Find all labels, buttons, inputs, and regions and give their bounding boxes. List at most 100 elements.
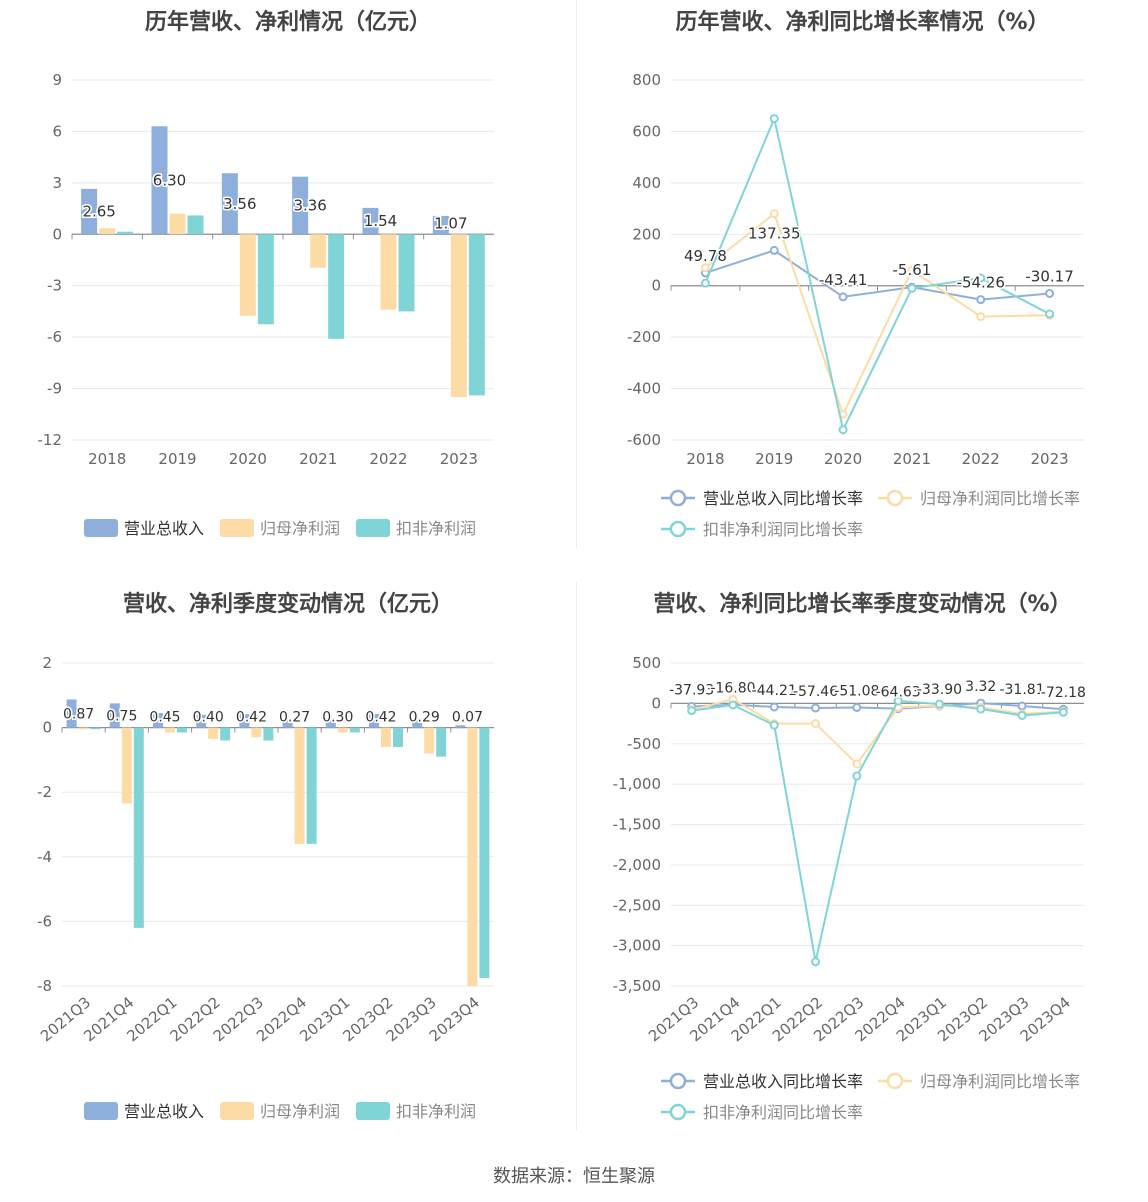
- series-point-2: [1058, 707, 1068, 717]
- legend-label: 归母净利润同比增长率: [920, 1072, 1080, 1091]
- bar-parent-profit: [165, 727, 175, 733]
- growth-data-label: -64.63: [876, 685, 921, 701]
- legend-marker: [669, 489, 687, 507]
- series-point-2: [838, 425, 848, 435]
- growth-data-label: -30.17: [1025, 267, 1073, 285]
- series-point-2: [769, 114, 779, 124]
- bar-nonrecurring-profit: [479, 727, 490, 978]
- series-point-1: [907, 265, 917, 275]
- bar-revenue: [109, 703, 120, 728]
- bar-nonrecurring-profit: [393, 727, 403, 747]
- x-tick-label: 2020: [229, 450, 267, 468]
- y-tick-label: 500: [632, 654, 661, 672]
- series-point-2: [811, 957, 821, 967]
- bar-nonrecurring-profit: [468, 234, 485, 396]
- series-line-2: [691, 699, 1064, 962]
- series-point-2: [1045, 309, 1055, 319]
- bar-revenue: [362, 207, 379, 235]
- series-point-0: [769, 702, 779, 712]
- revenue-data-label: 0.87: [63, 707, 94, 723]
- bar-nonrecurring-profit: [436, 727, 447, 757]
- bar-revenue: [432, 215, 449, 235]
- bar-revenue: [292, 176, 309, 235]
- series-point-0: [1045, 288, 1055, 298]
- y-tick-label: -600: [627, 431, 661, 449]
- growth-data-label: -57.46: [793, 684, 838, 700]
- legend-marker: [886, 489, 904, 507]
- bar-revenue: [153, 713, 163, 728]
- legend-label: 营业总收入同比增长率: [703, 1072, 863, 1091]
- growth-data-label: -33.90: [917, 682, 962, 698]
- growth-data-label: -16.80: [710, 681, 755, 697]
- series-point-1: [769, 209, 779, 219]
- bar-parent-profit: [169, 213, 186, 235]
- bar-revenue: [151, 126, 168, 235]
- quarterly-growth-title: 营收、净利同比增长率季度变动情况（%）: [653, 592, 1072, 617]
- legend-label: 归母净利润: [260, 1102, 340, 1121]
- series-point-2: [893, 696, 903, 706]
- annual-amount-chart: 9 6 3 0 -3 -6 -9 -12 2018 2019 2020 2021 2022 2023 2.6…: [38, 71, 494, 538]
- growth-data-label: -51.08: [834, 683, 879, 699]
- revenue-data-label: 0.42: [236, 710, 267, 726]
- growth-data-label: -54.26: [957, 274, 1005, 292]
- bar-parent-profit: [294, 727, 305, 844]
- bar-parent-profit: [239, 234, 256, 316]
- bar-revenue: [325, 717, 336, 728]
- legend-label: 营业总收入同比增长率: [703, 489, 863, 508]
- bar-parent-profit: [99, 228, 116, 235]
- x-tick-label: 2019: [158, 450, 196, 468]
- y-tick-label: 2: [42, 654, 52, 672]
- x-tick-label: 2021: [299, 450, 337, 468]
- series-point-0: [838, 292, 848, 302]
- bar-parent-profit: [208, 727, 219, 739]
- y-tick-label: 3: [52, 174, 62, 192]
- revenue-data-label: 1.54: [364, 212, 397, 230]
- y-tick-label: -200: [627, 328, 661, 346]
- series-point-2: [907, 283, 917, 293]
- y-tick-label: -4: [37, 848, 52, 866]
- revenue-data-label: 0.29: [409, 710, 440, 726]
- y-tick-label: -2: [37, 783, 52, 801]
- annual-growth-panel: 历年营收、净利同比增长率情况（%） 800 600 400 200 0 -200 -400 -…: [577, 0, 1148, 560]
- bar-parent-profit: [381, 727, 391, 747]
- growth-data-label: -5.61: [893, 261, 932, 279]
- series-point-2: [852, 771, 862, 781]
- revenue-data-label: 0.07: [452, 710, 483, 726]
- y-tick-label: -400: [627, 380, 661, 398]
- bar-nonrecurring-profit: [257, 234, 274, 325]
- legend-label: 扣非净利润: [396, 1102, 476, 1121]
- y-tick-label: 6: [52, 122, 62, 140]
- growth-data-label: 137.35: [748, 224, 801, 242]
- y-tick-label: -3: [47, 277, 62, 295]
- y-tick-label: -12: [38, 431, 63, 449]
- x-tick-label: 2023: [1030, 450, 1068, 468]
- revenue-data-label: 6.30: [153, 171, 186, 189]
- bar-nonrecurring-profit: [187, 215, 204, 235]
- bar-parent-profit: [251, 727, 262, 738]
- x-tick-label: 2019: [755, 450, 793, 468]
- revenue-data-label: 0.40: [193, 710, 224, 726]
- bar-parent-profit: [450, 234, 467, 398]
- bar-revenue: [66, 699, 77, 728]
- revenue-data-label: 0.30: [322, 710, 353, 726]
- series-point-1: [852, 759, 862, 769]
- bar-revenue: [369, 714, 379, 728]
- y-tick-label: -9: [47, 380, 62, 398]
- series-point-2: [976, 704, 986, 714]
- series-line-0: [691, 702, 1064, 711]
- y-tick-label: -6: [37, 912, 52, 930]
- y-tick-label: 200: [632, 225, 661, 243]
- bar-revenue: [282, 718, 293, 728]
- revenue-data-label: 3.56: [223, 195, 256, 213]
- growth-data-label: -37.93: [669, 682, 714, 698]
- bar-revenue: [239, 714, 250, 728]
- y-tick-label: 400: [632, 174, 661, 192]
- legend-swatch: [84, 1102, 118, 1120]
- series-point-1: [700, 263, 710, 273]
- y-tick-label: -2,500: [613, 896, 661, 914]
- bar-revenue: [81, 188, 98, 235]
- growth-data-label: 49.78: [684, 247, 727, 265]
- quarterly-amount-chart: 20-2-4-6-82021Q32021Q42022Q12022Q22022Q3…: [37, 654, 494, 1121]
- legend-label: 扣非净利润: [396, 519, 476, 538]
- series-point-2: [976, 273, 986, 283]
